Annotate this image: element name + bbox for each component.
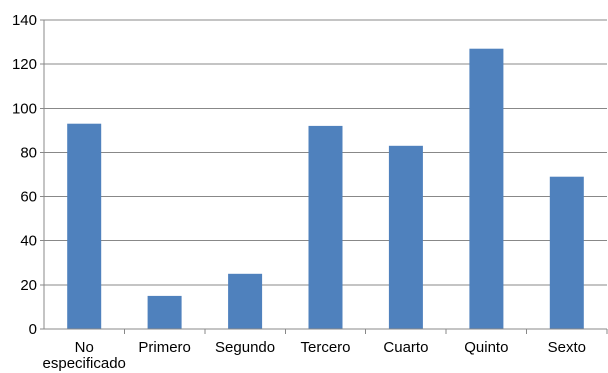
x-tick-label-line: Primero bbox=[138, 339, 191, 356]
bar-5 bbox=[388, 145, 423, 329]
x-tick-label-3: Segundo bbox=[215, 339, 275, 356]
bar-3 bbox=[228, 273, 263, 329]
y-tick-label-20: 20 bbox=[20, 277, 37, 294]
x-tick-label-7: Sexto bbox=[548, 339, 586, 356]
y-tick-label-140: 140 bbox=[12, 12, 37, 29]
x-tick-label-line: Cuarto bbox=[383, 339, 428, 356]
x-tick-label-2: Primero bbox=[138, 339, 191, 356]
y-tick-label-120: 120 bbox=[12, 56, 37, 73]
x-tick-label-line: Sexto bbox=[548, 339, 586, 356]
y-tick-label-60: 60 bbox=[20, 189, 37, 206]
x-tick-label-4: Tercero bbox=[300, 339, 350, 356]
bars bbox=[67, 48, 584, 330]
y-tick-label-100: 100 bbox=[12, 100, 37, 117]
bar-2 bbox=[147, 295, 182, 329]
x-tick-label-line: Quinto bbox=[464, 339, 508, 356]
y-tick-label-0: 0 bbox=[29, 321, 37, 338]
bar-7 bbox=[549, 176, 584, 329]
y-tick-label-40: 40 bbox=[20, 233, 37, 250]
x-axis-category-labels: No especificado Primero Segundo Tercero Cuart… bbox=[43, 339, 586, 372]
axes bbox=[43, 20, 608, 334]
bar-6 bbox=[469, 48, 504, 329]
x-tick-label-5: Cuarto bbox=[383, 339, 428, 356]
x-tick-label-line: No bbox=[75, 339, 94, 356]
y-tick-label-80: 80 bbox=[20, 144, 37, 161]
x-tick-label-line: Tercero bbox=[300, 339, 350, 356]
bar-1 bbox=[67, 123, 102, 329]
x-tick-label-6: Quinto bbox=[464, 339, 508, 356]
x-tick-label-line: especificado bbox=[43, 355, 126, 372]
bar-4 bbox=[308, 125, 343, 330]
x-tick-label-1: No especificado bbox=[43, 339, 126, 372]
y-axis-tick-labels: 0 20 40 60 80 100 120 140 bbox=[12, 12, 44, 338]
x-tick-label-line: Segundo bbox=[215, 339, 275, 356]
